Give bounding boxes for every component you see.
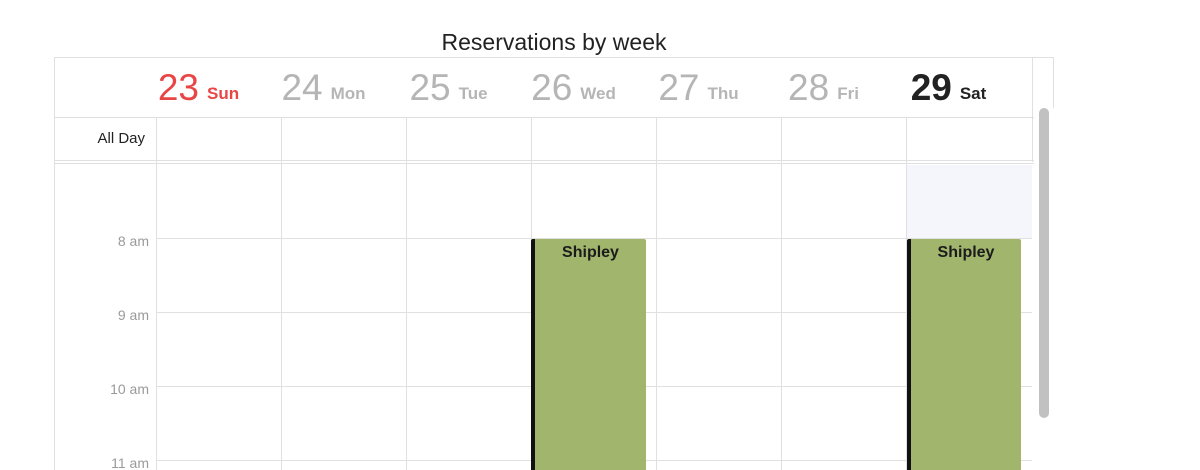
scrollbar-thumb[interactable]	[1039, 108, 1049, 418]
grid-line	[781, 117, 782, 470]
day-header-fri[interactable]: 28 Fri	[761, 58, 886, 117]
week-calendar: 23 Sun 24 Mon 25 Tue 26 Wed 27 Thu 28 Fr…	[54, 57, 1054, 470]
grid-line	[281, 117, 282, 470]
day-name: Sun	[207, 83, 240, 103]
time-label-9am: 9 am	[117, 307, 149, 323]
time-label-10am: 10 am	[110, 381, 149, 397]
day-name: Mon	[330, 83, 366, 103]
day-number: 27	[658, 66, 700, 108]
day-header-tue[interactable]: 25 Tue	[386, 58, 511, 117]
day-name: Thu	[707, 83, 739, 103]
day-header-sat[interactable]: 29 Sat	[886, 58, 1011, 117]
day-number: 25	[409, 66, 451, 108]
day-number: 26	[531, 66, 573, 108]
calendar-title: Reservations by week	[441, 29, 667, 55]
day-name: Wed	[580, 83, 616, 103]
day-name: Sat	[959, 83, 987, 103]
day-number: 23	[157, 66, 200, 108]
grid-line	[54, 163, 1054, 164]
grid-line	[54, 160, 1054, 161]
day-header-wed[interactable]: 26 Wed	[511, 58, 636, 117]
grid-line	[906, 117, 907, 470]
day-number: 24	[281, 66, 323, 108]
event-shipley-wed[interactable]: Shipley	[531, 239, 646, 470]
grid-line	[656, 117, 657, 470]
day-name: Fri	[837, 83, 859, 103]
grid-line	[54, 58, 55, 470]
grid-line	[54, 117, 1054, 118]
time-label-11am: 11 am	[111, 455, 149, 470]
grid-line	[156, 117, 157, 470]
day-name: Tue	[458, 83, 488, 103]
scrollbar[interactable]	[1034, 108, 1054, 418]
grid-line	[1032, 58, 1033, 162]
day-header-mon[interactable]: 24 Mon	[261, 58, 386, 117]
day-number: 29	[910, 66, 952, 108]
time-label-8am: 8 am	[117, 233, 149, 249]
grid-line	[406, 117, 407, 470]
selected-day-highlight	[907, 165, 1032, 239]
event-title: Shipley	[937, 244, 995, 261]
day-number: 28	[788, 66, 830, 108]
event-title: Shipley	[562, 244, 619, 261]
all-day-label: All Day	[97, 130, 145, 147]
event-shipley-sat[interactable]: Shipley	[907, 239, 1021, 470]
day-header-sun[interactable]: 23 Sun	[136, 58, 261, 117]
grid-line	[156, 238, 1032, 239]
day-header-thu[interactable]: 27 Thu	[636, 58, 761, 117]
